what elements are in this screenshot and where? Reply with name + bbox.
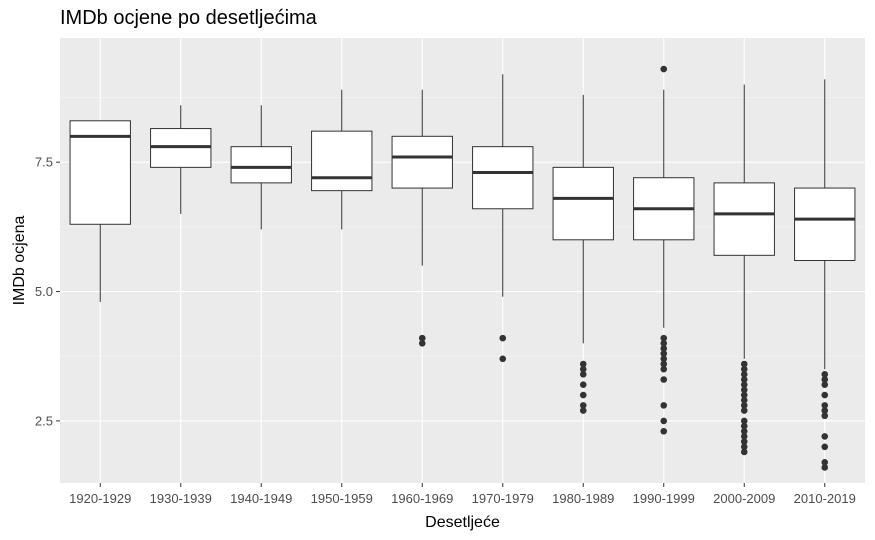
x-tick-label: 1950-1959 xyxy=(311,491,373,506)
outlier-point xyxy=(660,350,668,357)
outlier-point xyxy=(660,417,668,425)
box-1960-1969 xyxy=(391,89,453,347)
outlier-point xyxy=(740,402,748,409)
outlier-point xyxy=(740,448,748,456)
x-tick-label: 1990-1999 xyxy=(633,491,695,506)
x-tick-label: 2000-2009 xyxy=(713,491,775,506)
outlier-point xyxy=(740,376,748,383)
y-tick-label: 2.5 xyxy=(35,413,53,428)
outlier-point xyxy=(660,365,668,373)
outlier-point xyxy=(660,376,668,383)
y-axis-ticks: 2.5 5.0 7.5 xyxy=(35,155,60,428)
outlier-point xyxy=(821,407,829,414)
box-1920-1929 xyxy=(69,120,131,302)
iqr-box xyxy=(552,166,614,241)
outlier-point xyxy=(660,345,668,352)
box-series xyxy=(69,65,856,471)
outlier-point xyxy=(821,371,829,378)
iqr-box xyxy=(391,135,453,189)
plot-panel xyxy=(60,38,865,483)
outlier-point xyxy=(660,65,668,73)
outlier-point xyxy=(740,381,748,388)
box-2010-2019 xyxy=(794,79,856,471)
outlier-point xyxy=(740,427,748,435)
outlier-point xyxy=(821,391,829,399)
outlier-point xyxy=(499,355,507,363)
outlier-point xyxy=(660,360,668,368)
outlier-point xyxy=(579,371,587,378)
outlier-point xyxy=(740,443,748,451)
outlier-point xyxy=(579,407,587,414)
outlier-point xyxy=(740,386,748,394)
outlier-point xyxy=(660,427,668,435)
x-tick-label: 1970-1979 xyxy=(472,491,534,506)
outlier-point xyxy=(821,402,829,409)
outlier-point xyxy=(740,396,748,404)
outlier-point xyxy=(579,402,587,409)
outlier-point xyxy=(821,459,829,466)
iqr-box xyxy=(69,120,131,225)
outlier-point xyxy=(821,464,829,471)
box-1970-1979 xyxy=(472,74,534,363)
chart-title: IMDb ocjene po desetljećima xyxy=(60,7,317,29)
y-axis-title: IMDb ocjena xyxy=(11,215,28,305)
iqr-box xyxy=(230,146,292,184)
outlier-point xyxy=(740,438,748,445)
outlier-point xyxy=(821,433,829,440)
outlier-point xyxy=(499,334,507,342)
outlier-point xyxy=(740,371,748,378)
outlier-point xyxy=(821,412,829,420)
x-tick-label: 1940-1949 xyxy=(230,491,292,506)
box-2000-2009 xyxy=(713,84,775,456)
y-tick-label: 7.5 xyxy=(35,155,53,170)
outlier-point xyxy=(660,402,668,409)
outlier-point xyxy=(740,433,748,440)
outlier-point xyxy=(660,355,668,363)
x-tick-label: 1920-1929 xyxy=(69,491,131,506)
outlier-point xyxy=(821,443,829,451)
outlier-point xyxy=(579,365,587,373)
outlier-point xyxy=(740,407,748,414)
outlier-point xyxy=(579,391,587,399)
outlier-point xyxy=(418,334,426,342)
outlier-point xyxy=(579,360,587,368)
outlier-point xyxy=(740,365,748,373)
x-tick-label: 1960-1969 xyxy=(391,491,453,506)
outlier-point xyxy=(660,334,668,342)
outlier-point xyxy=(660,339,668,347)
iqr-box xyxy=(794,187,856,261)
iqr-box xyxy=(311,130,373,192)
x-tick-label: 2010-2019 xyxy=(794,491,856,506)
outlier-point xyxy=(821,376,829,383)
outlier-point xyxy=(740,360,748,368)
iqr-box xyxy=(472,146,534,210)
box-1930-1939 xyxy=(150,105,212,214)
box-1950-1959 xyxy=(311,89,373,230)
outlier-point xyxy=(740,391,748,399)
outlier-point xyxy=(740,422,748,430)
x-axis-ticks: 1920-1929 1930-1939 1940-1949 1950-1959 1960… xyxy=(69,483,856,506)
x-tick-label: 1930-1939 xyxy=(150,491,212,506)
outlier-point xyxy=(740,417,748,425)
y-tick-label: 5.0 xyxy=(35,284,53,299)
box-1940-1949 xyxy=(230,105,292,230)
x-tick-label: 1980-1989 xyxy=(552,491,614,506)
x-axis-title: Desetljeće xyxy=(425,514,500,531)
box-1980-1989 xyxy=(552,94,614,414)
outlier-point xyxy=(418,339,426,347)
outlier-point xyxy=(821,381,829,388)
outlier-point xyxy=(579,381,587,388)
box-1990-1999 xyxy=(633,65,695,435)
iqr-box xyxy=(713,182,775,256)
